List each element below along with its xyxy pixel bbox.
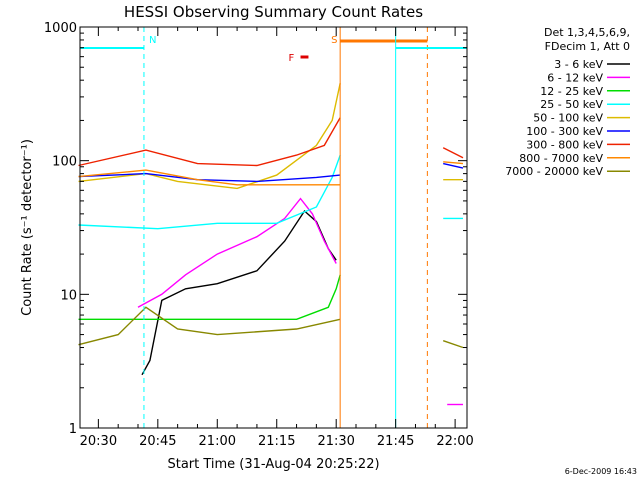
- y-axis-label: Count Rate (s⁻¹ detector⁻¹): [20, 139, 35, 316]
- series-line: [78, 172, 341, 183]
- legend-header-line-2: FDecim 1, Att 0: [545, 40, 630, 53]
- series-line: [137, 197, 337, 308]
- x-tick-label: 20:45: [139, 434, 176, 449]
- legend-header-line-1: Det 1,3,4,5,6,9,: [544, 26, 630, 39]
- y-tick-label: 10: [60, 288, 77, 303]
- series-layer: [78, 83, 464, 406]
- tick-layer: 1 10 100 1000 20:30 20:45 21:00 21:15 21:30 21:45…: [44, 21, 474, 449]
- series-line: [442, 340, 464, 349]
- series-line: [442, 147, 464, 159]
- series-line: [78, 274, 341, 320]
- legend-label: 3 - 6 keV: [554, 58, 603, 71]
- legend-label: 100 - 300 keV: [526, 125, 603, 138]
- series-line: [443, 161, 464, 165]
- legend-label: 25 - 50 keV: [540, 98, 603, 111]
- annotation-label: N: [149, 35, 156, 46]
- annotation-layer: N S F: [80, 27, 468, 428]
- x-tick-label: 21:15: [258, 434, 295, 449]
- annotation-label: F: [289, 53, 295, 64]
- annotation-label: S: [331, 35, 337, 46]
- series-line: [78, 169, 341, 186]
- footer-date: 6-Dec-2009 16:43: [565, 467, 637, 476]
- plot-frame: [79, 26, 468, 429]
- series-line: [141, 209, 337, 376]
- x-tick-label: 22:00: [436, 434, 473, 449]
- legend-label: 50 - 100 keV: [533, 112, 603, 125]
- series-line: [443, 162, 464, 169]
- y-tick-label: 1: [69, 422, 77, 437]
- series-line: [78, 117, 341, 167]
- legend-label: 6 - 12 keV: [547, 71, 603, 84]
- chart-title: HESSI Observing Summary Count Rates: [124, 3, 423, 21]
- legend-label: 800 - 7000 keV: [519, 152, 603, 165]
- series-line: [78, 154, 341, 230]
- legend-label: 7000 - 20000 keV: [505, 165, 603, 178]
- x-tick-label: 21:30: [317, 434, 354, 449]
- x-tick-label: 21:00: [199, 434, 236, 449]
- series-line: [78, 306, 341, 346]
- x-axis-label: Start Time (31-Aug-04 20:25:22): [167, 457, 379, 472]
- x-tick-label: 21:45: [377, 434, 414, 449]
- legend-label: 12 - 25 keV: [540, 85, 603, 98]
- x-tick-label: 20:30: [80, 434, 117, 449]
- y-tick-label: 100: [52, 155, 77, 170]
- legend-label: 300 - 800 keV: [526, 138, 603, 151]
- y-tick-label: 1000: [44, 21, 77, 36]
